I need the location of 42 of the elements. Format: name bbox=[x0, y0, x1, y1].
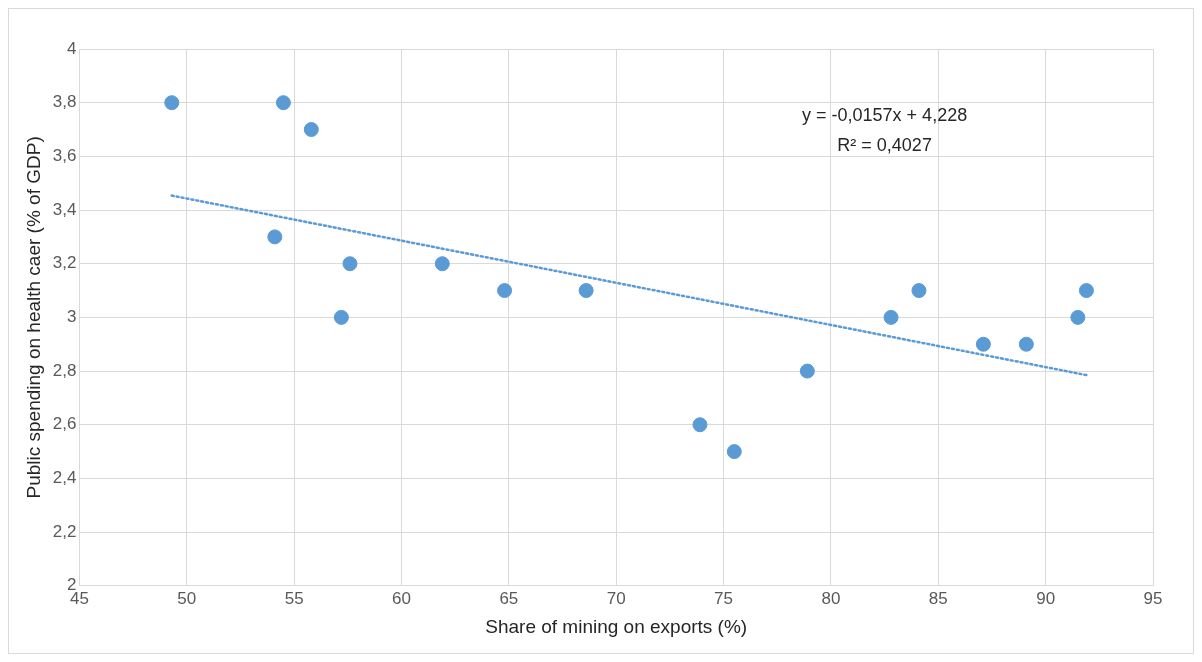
point bbox=[342, 256, 358, 272]
x-tick-label: 55 bbox=[284, 588, 304, 608]
x-tick-label: 95 bbox=[1143, 588, 1163, 608]
point bbox=[1078, 283, 1094, 299]
point bbox=[333, 309, 349, 325]
x-tick-label: 50 bbox=[177, 588, 197, 608]
y-tick-label: 2,6 bbox=[52, 414, 77, 434]
y-tick-label: 3,6 bbox=[52, 146, 77, 166]
point bbox=[883, 309, 899, 325]
point bbox=[164, 95, 180, 111]
y-tick-label: 3 bbox=[66, 307, 77, 327]
x-tick-label: 90 bbox=[1036, 588, 1056, 608]
x-axis-title: Share of mining on exports (%) bbox=[485, 615, 748, 637]
point bbox=[275, 95, 291, 111]
point bbox=[692, 417, 708, 433]
y-tick-label: 2,4 bbox=[52, 468, 77, 488]
annotation: y = -0,0157x + 4,228 bbox=[802, 104, 968, 125]
y-tick-label: 3,2 bbox=[52, 253, 77, 273]
x-tick-label: 85 bbox=[928, 588, 948, 608]
y-tick-label: 4 bbox=[66, 38, 77, 58]
point bbox=[911, 283, 927, 299]
y-tick-label: 2,2 bbox=[52, 521, 77, 541]
y-tick-label: 3,8 bbox=[52, 92, 77, 112]
y-tick-label: 3,4 bbox=[52, 199, 77, 219]
point bbox=[975, 336, 991, 352]
annotation: R² = 0,4027 bbox=[837, 134, 932, 155]
x-tick-label: 60 bbox=[392, 588, 411, 608]
point bbox=[578, 283, 594, 299]
point bbox=[303, 122, 319, 138]
point bbox=[1018, 336, 1034, 352]
x-tick-label: 65 bbox=[499, 588, 519, 608]
y-tick-label: 2,8 bbox=[52, 360, 77, 380]
x-tick-label: 70 bbox=[606, 588, 626, 608]
point bbox=[497, 283, 513, 299]
point bbox=[267, 229, 283, 245]
x-tick-label: 75 bbox=[714, 588, 734, 608]
x-tick-label: 80 bbox=[821, 588, 841, 608]
y-axis-title: Public spending on health caer (% of GDP) bbox=[22, 136, 44, 499]
point bbox=[1070, 309, 1086, 325]
point bbox=[726, 444, 742, 460]
point bbox=[434, 256, 450, 272]
point bbox=[799, 363, 815, 379]
